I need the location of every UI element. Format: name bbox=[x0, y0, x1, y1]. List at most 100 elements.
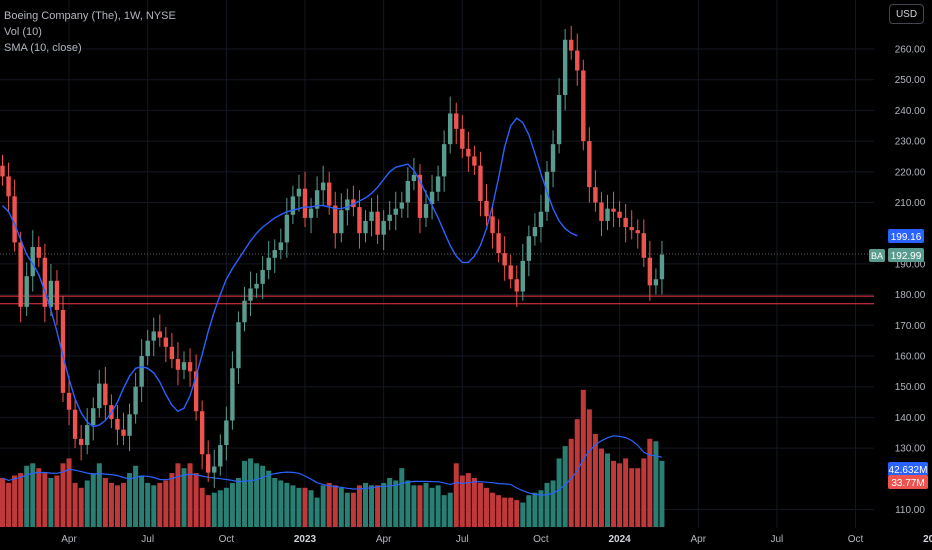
volume-bar bbox=[629, 468, 635, 527]
candle-body bbox=[290, 196, 296, 215]
candle-body bbox=[133, 386, 138, 415]
volume-bar bbox=[187, 463, 193, 527]
volume-bar bbox=[611, 460, 617, 527]
sma-value-badge: 199.16 bbox=[888, 229, 924, 243]
candle-body bbox=[611, 208, 616, 212]
candle-body bbox=[399, 202, 404, 209]
candle-body bbox=[248, 288, 253, 301]
time-axis-label: 2025 bbox=[923, 534, 932, 545]
svg-text:42.632M: 42.632M bbox=[889, 465, 928, 476]
volume-bar bbox=[102, 478, 108, 527]
candle-body bbox=[357, 207, 362, 234]
volume-bar bbox=[133, 465, 139, 527]
candle-body bbox=[532, 227, 538, 237]
volume-bar bbox=[399, 468, 405, 527]
candle-body bbox=[85, 425, 90, 446]
volume-bar bbox=[278, 480, 284, 527]
candle-body bbox=[520, 260, 525, 292]
volume-bar bbox=[550, 480, 556, 527]
volume-bar bbox=[121, 482, 126, 527]
candle-body bbox=[448, 113, 453, 145]
candle-body bbox=[60, 309, 66, 393]
candle-body bbox=[617, 211, 622, 218]
time-axis-label: Oct bbox=[533, 534, 549, 545]
candle-body bbox=[466, 148, 471, 157]
candle-body bbox=[278, 242, 283, 251]
volume-bar bbox=[36, 468, 42, 527]
volume-bar bbox=[290, 485, 296, 527]
time-axis-label: Jul bbox=[141, 534, 154, 545]
volume-bar bbox=[520, 502, 526, 527]
volume-bar bbox=[423, 482, 429, 527]
candle-body bbox=[375, 211, 380, 235]
volume-bar bbox=[538, 490, 544, 527]
candle-body bbox=[199, 411, 205, 455]
candle-body bbox=[629, 227, 634, 231]
volume-bars bbox=[0, 389, 665, 527]
candle-body bbox=[181, 362, 187, 370]
time-axis-label: 2024 bbox=[608, 534, 631, 545]
volume-bar bbox=[175, 463, 181, 527]
candle-body bbox=[30, 247, 35, 277]
volume-bar bbox=[447, 492, 453, 527]
price-axis-label: 110.00 bbox=[895, 505, 925, 516]
volume-bar bbox=[211, 492, 217, 527]
price-axis-label: 150.00 bbox=[895, 382, 926, 393]
price-axis-label: 260.00 bbox=[895, 45, 926, 56]
candle-body bbox=[333, 205, 338, 234]
chart-legend: Boeing Company (The), 1W, NYSE Vol (10) … bbox=[4, 8, 176, 56]
volume-bar bbox=[151, 485, 157, 527]
price-axis-label: 160.00 bbox=[895, 352, 926, 363]
candle-body bbox=[320, 182, 326, 191]
volume-bar bbox=[635, 468, 641, 527]
vol-indicator-label[interactable]: Vol (10) bbox=[4, 26, 42, 38]
candle-body bbox=[121, 429, 126, 436]
candle-body bbox=[103, 383, 108, 406]
volume-bar bbox=[48, 478, 54, 527]
price-axis-label: 240.00 bbox=[895, 106, 926, 117]
svg-text:BA: BA bbox=[871, 251, 883, 261]
candle-body bbox=[48, 280, 54, 307]
volume-bar bbox=[453, 463, 459, 527]
time-axis-label: Apr bbox=[690, 534, 706, 545]
price-axis-label: 170.00 bbox=[895, 321, 926, 332]
volume-bar bbox=[568, 438, 574, 527]
volume-bar bbox=[18, 473, 24, 527]
candle-body bbox=[478, 165, 483, 201]
candle-body bbox=[587, 141, 592, 188]
volume-badge: 33.77M bbox=[888, 475, 928, 489]
volume-bar bbox=[465, 473, 471, 527]
volume-bar bbox=[205, 495, 211, 527]
price-axis[interactable]: 260.00 250.00 240.00 230.00 220.00 210.00 190.… bbox=[895, 45, 926, 517]
volume-bar bbox=[193, 473, 199, 527]
candle-body bbox=[151, 331, 156, 341]
candle-body bbox=[72, 409, 78, 439]
time-axis[interactable]: Apr Jul Oct 2023 Apr Jul Oct 2024 Apr Jul Oct 2025 bbox=[61, 534, 932, 545]
time-axis-label: Jul bbox=[456, 534, 469, 545]
candle-body bbox=[212, 466, 217, 473]
volume-bar bbox=[363, 482, 368, 527]
candle-body bbox=[18, 242, 23, 307]
candle-body bbox=[435, 176, 441, 192]
candlesticks bbox=[0, 25, 665, 489]
candle-body bbox=[411, 174, 417, 182]
volume-bar bbox=[496, 495, 502, 527]
candle-body bbox=[405, 181, 411, 203]
time-axis-label: Apr bbox=[61, 534, 77, 545]
time-axis-label: 2023 bbox=[294, 534, 317, 545]
symbol-title[interactable]: Boeing Company (The), 1W, NYSE bbox=[4, 10, 176, 22]
volume-bar bbox=[562, 446, 568, 527]
candle-body bbox=[97, 383, 102, 409]
volume-bar bbox=[381, 482, 387, 527]
candle-body bbox=[236, 322, 241, 369]
volume-bar bbox=[435, 485, 441, 527]
candle-body bbox=[78, 438, 84, 446]
vol-sma-badge: 42.632M bbox=[888, 462, 928, 476]
currency-button[interactable]: USD bbox=[889, 4, 924, 24]
sma-indicator-label[interactable]: SMA (10, close) bbox=[4, 42, 82, 54]
volume-bar bbox=[6, 482, 12, 527]
price-axis-label: 140.00 bbox=[895, 413, 926, 424]
candle-body bbox=[187, 362, 193, 372]
candle-body bbox=[314, 190, 320, 209]
